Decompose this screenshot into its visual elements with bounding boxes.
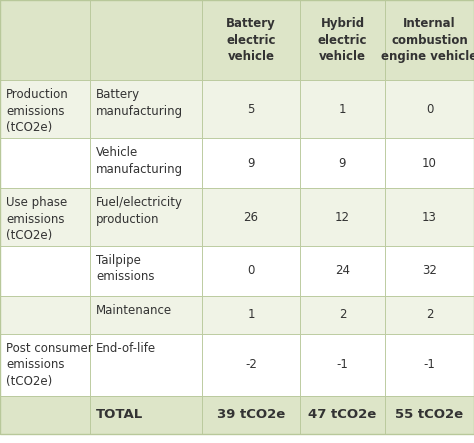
Text: Vehicle
manufacturing: Vehicle manufacturing <box>96 146 183 175</box>
Text: 5: 5 <box>247 102 255 116</box>
Bar <box>0 246 90 296</box>
Bar <box>385 188 474 246</box>
Bar <box>385 396 474 434</box>
Text: 39 tCO2e: 39 tCO2e <box>217 408 285 421</box>
Text: 13: 13 <box>422 210 437 224</box>
Bar <box>385 80 474 138</box>
Bar <box>300 188 385 246</box>
Text: Maintenance: Maintenance <box>96 304 172 317</box>
Text: End-of-life: End-of-life <box>96 342 156 355</box>
Text: -2: -2 <box>245 358 257 372</box>
Bar <box>90 80 202 138</box>
Bar <box>0 0 90 80</box>
Bar <box>90 396 202 434</box>
Text: 0: 0 <box>247 264 255 277</box>
Text: TOTAL: TOTAL <box>96 408 143 421</box>
Bar <box>0 334 90 396</box>
Bar <box>0 296 90 334</box>
Text: Tailpipe
emissions: Tailpipe emissions <box>96 254 155 284</box>
Bar <box>90 188 202 246</box>
Bar <box>300 396 385 434</box>
Text: Battery
electric
vehicle: Battery electric vehicle <box>226 17 276 63</box>
Text: 9: 9 <box>247 156 255 170</box>
Text: 1: 1 <box>339 102 346 116</box>
Bar <box>300 334 385 396</box>
Text: 24: 24 <box>335 264 350 277</box>
Bar <box>202 296 300 334</box>
Text: Hybrid
electric
vehicle: Hybrid electric vehicle <box>318 17 367 63</box>
Bar <box>90 138 202 188</box>
Bar <box>202 0 300 80</box>
Text: Production
emissions
(tCO2e): Production emissions (tCO2e) <box>6 88 69 134</box>
Bar <box>300 0 385 80</box>
Text: 32: 32 <box>422 264 437 277</box>
Text: -1: -1 <box>424 358 436 372</box>
Text: Post consumer
emissions
(tCO2e): Post consumer emissions (tCO2e) <box>6 342 93 388</box>
Bar <box>385 334 474 396</box>
Bar <box>202 188 300 246</box>
Bar <box>385 138 474 188</box>
Bar <box>202 396 300 434</box>
Text: 47 tCO2e: 47 tCO2e <box>309 408 377 421</box>
Text: 1: 1 <box>247 308 255 322</box>
Text: Use phase
emissions
(tCO2e): Use phase emissions (tCO2e) <box>6 196 67 242</box>
Text: 0: 0 <box>426 102 433 116</box>
Text: -1: -1 <box>337 358 348 372</box>
Text: Internal
combustion
engine vehicle: Internal combustion engine vehicle <box>382 17 474 63</box>
Text: Fuel/electricity
production: Fuel/electricity production <box>96 196 183 225</box>
Bar <box>300 246 385 296</box>
Text: 55 tCO2e: 55 tCO2e <box>395 408 464 421</box>
Bar <box>202 246 300 296</box>
Bar <box>90 334 202 396</box>
Bar <box>202 138 300 188</box>
Bar <box>0 138 90 188</box>
Bar <box>300 138 385 188</box>
Bar <box>90 246 202 296</box>
Text: Battery
manufacturing: Battery manufacturing <box>96 88 183 117</box>
Bar <box>0 396 90 434</box>
Text: 2: 2 <box>339 308 346 322</box>
Bar <box>0 188 90 246</box>
Bar <box>385 0 474 80</box>
Bar <box>0 80 90 138</box>
Text: 2: 2 <box>426 308 433 322</box>
Text: 26: 26 <box>244 210 258 224</box>
Bar <box>90 0 202 80</box>
Bar <box>385 246 474 296</box>
Bar <box>300 296 385 334</box>
Text: 9: 9 <box>339 156 346 170</box>
Bar <box>202 80 300 138</box>
Text: 10: 10 <box>422 156 437 170</box>
Bar <box>300 80 385 138</box>
Bar <box>202 334 300 396</box>
Bar <box>90 296 202 334</box>
Bar <box>385 296 474 334</box>
Text: 12: 12 <box>335 210 350 224</box>
